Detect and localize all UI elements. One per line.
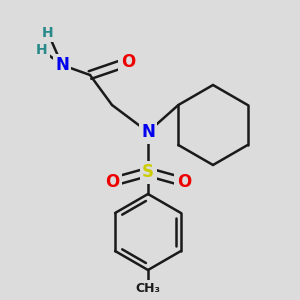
Text: CH₃: CH₃ <box>136 281 160 295</box>
Text: H: H <box>36 43 48 57</box>
Text: O: O <box>121 53 135 71</box>
Text: O: O <box>177 173 191 191</box>
Text: N: N <box>141 123 155 141</box>
Text: O: O <box>105 173 119 191</box>
Text: S: S <box>142 163 154 181</box>
Text: N: N <box>55 56 69 74</box>
Text: H: H <box>42 26 54 40</box>
